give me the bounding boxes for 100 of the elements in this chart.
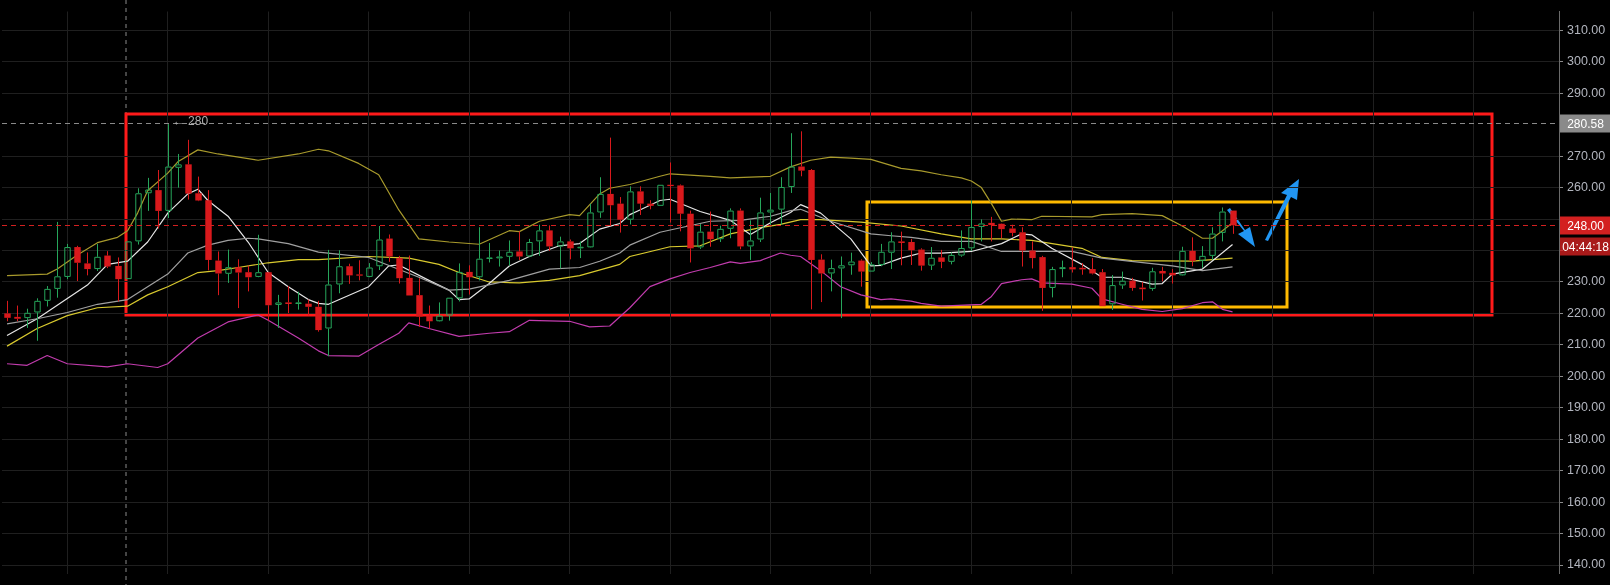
y-tick-label: 220.00 xyxy=(1567,305,1606,320)
candlestick xyxy=(1029,240,1036,269)
candlestick xyxy=(104,250,111,269)
candlestick xyxy=(406,255,413,296)
candlestick xyxy=(888,231,895,270)
candlestick xyxy=(938,249,945,269)
candlestick xyxy=(516,230,523,261)
candlestick xyxy=(798,130,805,177)
candlestick xyxy=(968,200,975,252)
text: 04:44:18 xyxy=(1562,239,1610,254)
candlestick xyxy=(557,236,564,269)
candlestick xyxy=(376,225,383,271)
candlestick xyxy=(325,249,332,357)
candlestick xyxy=(717,225,724,243)
candlestick xyxy=(627,185,634,225)
candlestick xyxy=(1049,266,1056,298)
candlestick xyxy=(1199,245,1206,269)
candlestick xyxy=(4,300,11,322)
annotation: ← 280 xyxy=(172,114,209,129)
candlestick xyxy=(245,265,252,292)
candlestick xyxy=(1219,206,1226,242)
candlestick xyxy=(838,255,845,319)
candlestick xyxy=(918,249,925,272)
candlestick xyxy=(215,250,222,296)
candlestick xyxy=(255,234,262,277)
candlestick xyxy=(1209,226,1216,261)
candlestick xyxy=(416,277,423,328)
candlestick xyxy=(828,259,835,292)
candlestick xyxy=(265,272,272,322)
ref-line-label: 280.58 xyxy=(1567,116,1605,131)
candlestick xyxy=(647,199,654,210)
y-tick-label: 170.00 xyxy=(1567,463,1606,478)
candlestick xyxy=(1179,246,1186,276)
candlestick xyxy=(818,253,825,303)
candlestick xyxy=(235,258,242,309)
candlestick xyxy=(848,252,855,276)
candlestick xyxy=(275,294,282,329)
y-tick-label: 190.00 xyxy=(1567,400,1606,415)
candlestick xyxy=(135,187,142,246)
candlestick xyxy=(476,226,483,281)
candlestick xyxy=(747,219,754,261)
y-tick-label: 300.00 xyxy=(1567,54,1606,69)
candlestick xyxy=(506,239,513,267)
candlestick xyxy=(54,221,61,299)
candlestick xyxy=(778,176,785,226)
candlestick xyxy=(1059,260,1066,278)
candlestick xyxy=(356,259,363,281)
candlestick xyxy=(1119,271,1126,290)
candlestick xyxy=(908,238,915,266)
candlestick xyxy=(165,123,172,219)
candlestick xyxy=(446,297,453,322)
candlestick xyxy=(285,285,292,314)
candlestick xyxy=(1099,268,1106,307)
candlestick xyxy=(14,305,21,322)
candlestick xyxy=(315,300,322,333)
candlestick xyxy=(1189,236,1196,267)
candlestick xyxy=(637,185,644,216)
candlestick xyxy=(727,207,734,239)
y-tick-label: 270.00 xyxy=(1567,148,1606,163)
candlestick xyxy=(34,297,41,342)
candlestick xyxy=(64,243,71,280)
candlestick xyxy=(175,153,182,189)
candlestick xyxy=(1089,257,1096,274)
y-tick-label: 310.00 xyxy=(1567,22,1606,37)
candlestick xyxy=(868,261,875,272)
candlestick xyxy=(858,260,865,288)
candlestick xyxy=(898,231,905,266)
y-tick-label: 260.00 xyxy=(1567,180,1606,195)
candlestick xyxy=(1149,267,1156,292)
candlestick xyxy=(466,264,473,296)
candlestick xyxy=(486,242,493,263)
candlestick xyxy=(185,139,192,201)
candlestick xyxy=(44,285,51,307)
candlestick xyxy=(597,176,604,219)
y-tick-label: 230.00 xyxy=(1567,274,1606,289)
y-tick-label: 150.00 xyxy=(1567,526,1606,541)
candlestick xyxy=(84,251,91,276)
candlestick xyxy=(1069,246,1076,274)
candlestick xyxy=(195,176,202,201)
candlestick xyxy=(145,177,152,212)
candlestick xyxy=(115,256,122,302)
y-tick-label: 210.00 xyxy=(1567,337,1606,352)
candlestick xyxy=(225,249,232,284)
ref-line-label: 248.00 xyxy=(1567,218,1605,233)
candlestick xyxy=(1109,274,1116,311)
candlestick xyxy=(94,243,101,272)
candlestick xyxy=(928,246,935,271)
y-tick-label: 200.00 xyxy=(1567,368,1606,383)
candlestick xyxy=(496,250,503,268)
candlestick xyxy=(305,299,312,317)
candlestick xyxy=(536,224,543,257)
candlestick xyxy=(346,263,353,285)
candlestick xyxy=(396,255,403,285)
y-tick-label: 160.00 xyxy=(1567,494,1606,509)
candlestick xyxy=(567,239,574,260)
candlestick xyxy=(767,192,774,226)
candlestick xyxy=(24,308,31,329)
candlestick xyxy=(788,132,795,194)
candlestick xyxy=(948,251,955,265)
candlestick xyxy=(456,262,463,302)
